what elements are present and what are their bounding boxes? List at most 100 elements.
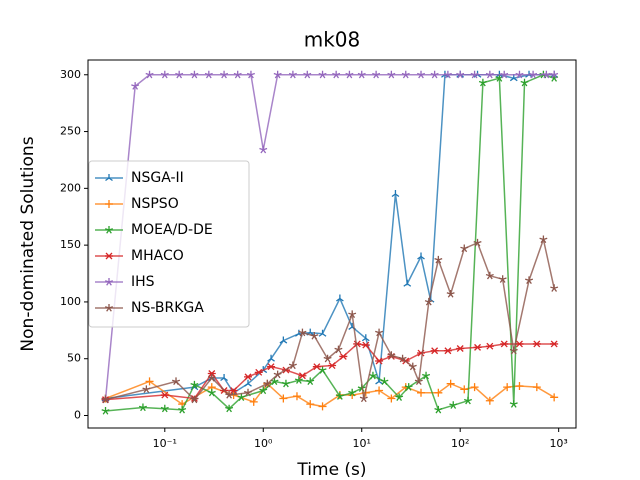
legend-marker [104, 278, 114, 286]
point-marker [273, 70, 282, 79]
point-marker [207, 370, 216, 377]
point-marker [172, 377, 181, 386]
point-marker [294, 376, 303, 384]
point-marker [515, 340, 524, 348]
point-marker [267, 363, 276, 371]
y-tick-label: 250 [60, 125, 81, 138]
y-tick-label: 300 [60, 68, 81, 81]
point-marker [456, 345, 465, 352]
point-marker [138, 403, 147, 412]
point-marker [336, 294, 344, 302]
point-marker [357, 70, 366, 79]
point-marker [281, 379, 290, 388]
point-marker [368, 371, 377, 380]
plot-frame [87, 59, 577, 429]
point-marker [267, 354, 275, 362]
point-marker [473, 343, 482, 351]
point-marker [279, 336, 288, 344]
plot-area [101, 70, 559, 415]
point-marker [361, 334, 370, 342]
point-marker [279, 394, 288, 403]
x-axis-label: Time (s) [296, 460, 366, 480]
y-tick-label: 100 [60, 295, 81, 308]
point-marker [446, 289, 455, 298]
point-marker [142, 385, 151, 394]
point-marker [430, 347, 439, 355]
point-marker [424, 297, 433, 306]
point-marker [288, 70, 297, 79]
point-marker [417, 252, 425, 260]
point-marker [391, 190, 400, 198]
point-marker [318, 366, 327, 374]
point-marker [303, 70, 312, 79]
point-marker [446, 379, 455, 388]
point-marker [361, 341, 370, 349]
point-marker [160, 391, 169, 399]
point-marker [298, 372, 307, 380]
point-marker [328, 362, 337, 369]
point-marker [244, 388, 253, 397]
legend-marker [104, 226, 114, 234]
point-marker [225, 404, 234, 413]
point-marker [550, 393, 559, 402]
point-marker [339, 352, 348, 360]
point-marker [298, 328, 307, 337]
point-marker [249, 397, 258, 406]
point-marker [204, 70, 213, 79]
point-marker [380, 377, 389, 386]
chart-title: mk08 [304, 28, 361, 52]
point-marker [145, 377, 154, 386]
point-marker [387, 394, 396, 403]
y-axis-label: Non-dominated Solutions [18, 136, 38, 351]
point-marker [375, 386, 384, 395]
point-marker [220, 374, 228, 382]
point-marker [550, 284, 559, 292]
point-marker [190, 380, 199, 389]
point-marker [515, 70, 524, 79]
point-marker [335, 392, 344, 400]
legend-box [88, 160, 250, 328]
point-marker [550, 70, 559, 79]
legend-marker [105, 174, 113, 182]
point-marker [398, 354, 407, 363]
legend-label: MOEA/D-DE [131, 222, 213, 238]
y-tick-label: 150 [60, 238, 81, 251]
point-marker [318, 329, 327, 337]
point-marker [520, 78, 529, 87]
point-marker [417, 70, 426, 79]
point-marker [387, 351, 396, 359]
point-marker [273, 370, 282, 379]
point-marker [434, 405, 443, 414]
point-marker [312, 363, 321, 371]
point-marker [345, 70, 354, 79]
point-marker [292, 392, 301, 401]
point-marker [460, 244, 469, 253]
point-marker [244, 379, 252, 387]
point-marker [229, 387, 238, 394]
point-marker [478, 78, 487, 87]
point-marker [220, 70, 229, 79]
series-line [104, 74, 555, 400]
point-marker [525, 276, 534, 284]
point-marker [485, 342, 494, 350]
point-marker [485, 70, 494, 79]
point-marker [225, 391, 234, 399]
point-marker [288, 361, 297, 370]
legend-marker [105, 200, 113, 208]
x-tick-label: 10⁰ [254, 437, 273, 450]
point-marker [207, 374, 216, 382]
point-marker [244, 373, 253, 381]
point-marker [539, 235, 548, 244]
point-marker [430, 70, 439, 79]
x-tick-label: 10⁻¹ [153, 437, 177, 450]
point-marker [259, 145, 268, 154]
point-marker [318, 402, 327, 411]
point-marker [500, 340, 509, 348]
point-marker [550, 340, 559, 348]
point-marker [470, 383, 479, 392]
point-marker [175, 70, 184, 79]
point-marker [495, 74, 504, 82]
point-marker [460, 385, 469, 394]
point-marker [348, 310, 357, 319]
